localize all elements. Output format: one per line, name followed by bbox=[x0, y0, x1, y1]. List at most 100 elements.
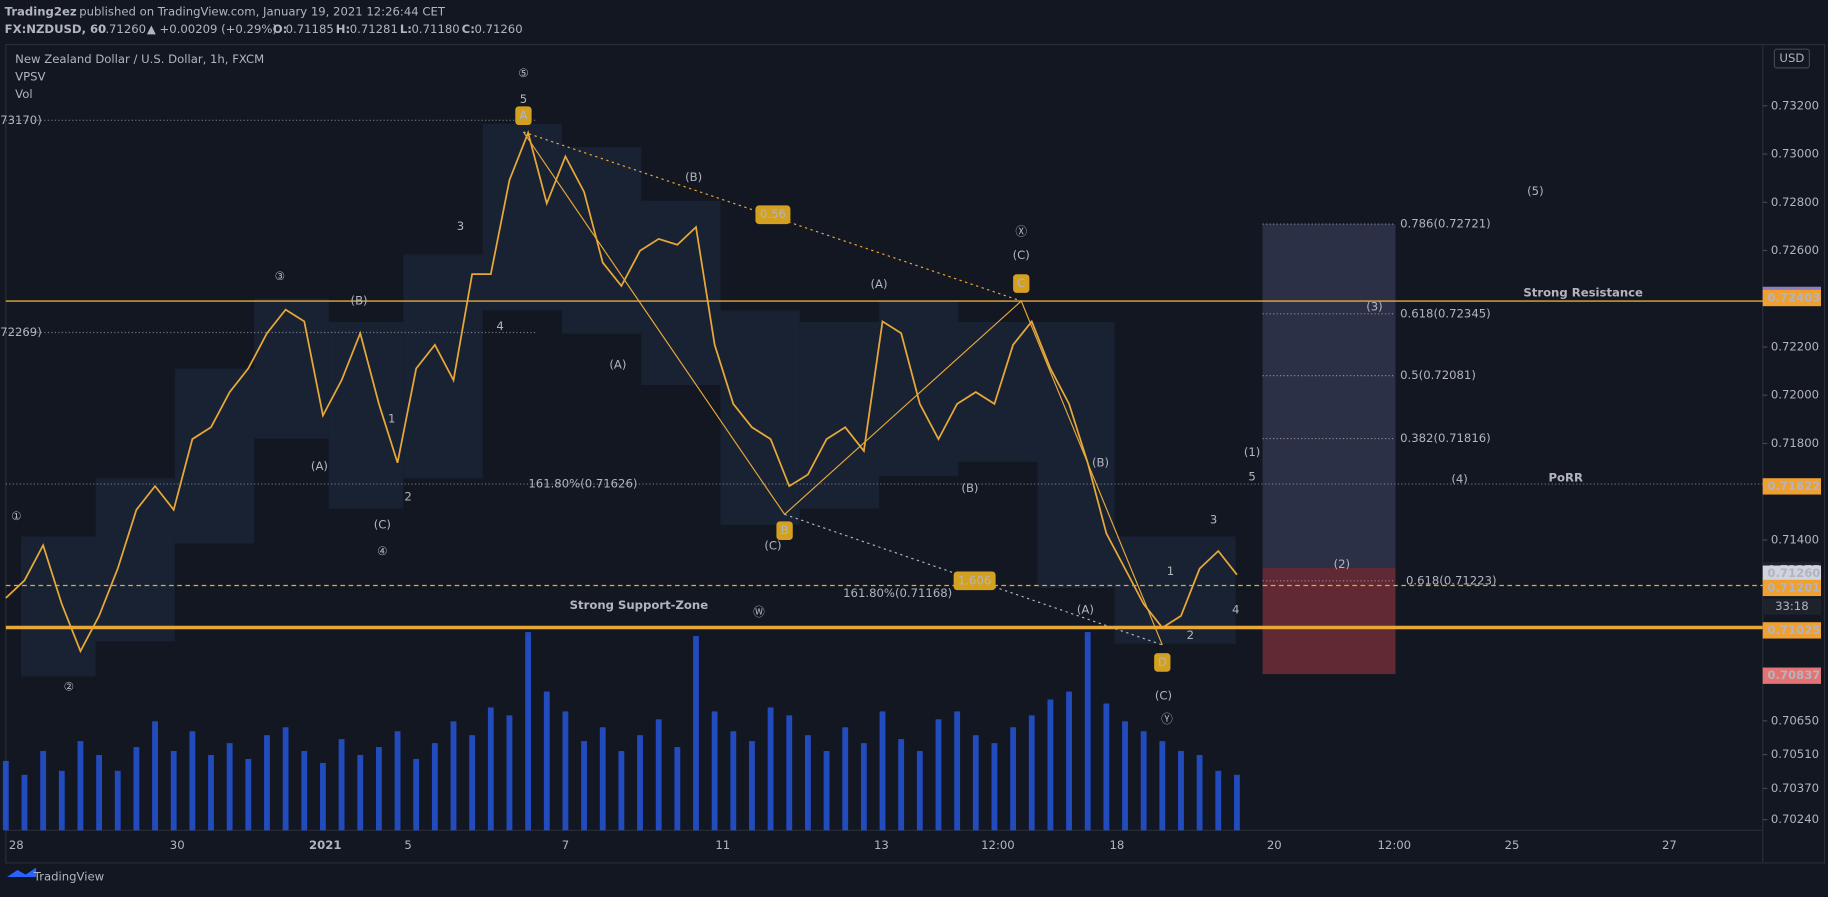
vp-box bbox=[20, 536, 96, 677]
wave-label: 1 bbox=[388, 411, 395, 425]
volume-bar bbox=[898, 739, 905, 831]
wave-label: (B) bbox=[1092, 456, 1109, 470]
last: 0.71260 bbox=[98, 22, 146, 36]
currency-box[interactable] bbox=[1773, 48, 1810, 69]
symbol: FX:NZDUSD, 60 bbox=[5, 22, 107, 36]
volume-bar bbox=[357, 754, 364, 831]
wave-label: (C) bbox=[1155, 689, 1172, 703]
wave-label: (A) bbox=[871, 277, 888, 291]
target-zone bbox=[1262, 224, 1396, 568]
wave-label: (1) bbox=[1244, 445, 1261, 459]
y-tick-label: 0.73200 bbox=[1771, 98, 1819, 112]
wave-zigzag bbox=[522, 131, 1163, 646]
point-box bbox=[953, 571, 996, 591]
volume-bar bbox=[189, 731, 196, 831]
countdown-box bbox=[1762, 598, 1822, 615]
volume-bar bbox=[375, 747, 382, 831]
wave-label: (A) bbox=[311, 459, 328, 473]
fib-label: 0.5(0.72081) bbox=[1400, 368, 1476, 382]
price-layer bbox=[5, 130, 1238, 654]
close: 0.71260 bbox=[474, 22, 522, 36]
wave-label: 4 bbox=[1232, 602, 1239, 616]
vp-box bbox=[720, 310, 800, 525]
point-box bbox=[1154, 653, 1171, 672]
volume-bar bbox=[599, 727, 606, 831]
wave-label: 2 bbox=[404, 489, 411, 503]
volume-bar bbox=[991, 743, 998, 831]
y-tick-label: 0.72600 bbox=[1771, 243, 1819, 257]
wave-label: (C) bbox=[1013, 248, 1030, 262]
x-tick-label: 2021 bbox=[309, 838, 341, 852]
annotations: ⑤ 5 3 4 ③ (B) (A) 1 2 (C) ④ ① ② (B) (A) (C) (A) (B) Ⓧ (C) (B… bbox=[0, 66, 1643, 726]
volume-bar bbox=[282, 727, 289, 831]
volume-bars bbox=[2, 632, 1240, 831]
wave-label: ⑤ bbox=[518, 66, 528, 80]
wave-label: (B) bbox=[961, 481, 978, 495]
volume-bar bbox=[40, 751, 47, 831]
volume-bar bbox=[450, 721, 457, 831]
volume-bar bbox=[804, 735, 811, 831]
volume-bar bbox=[1140, 731, 1147, 831]
price-tag-label: 0.72403 bbox=[1767, 291, 1820, 305]
point-label: B bbox=[781, 523, 789, 537]
wave-label: 73170) bbox=[0, 113, 42, 127]
volume-bar bbox=[58, 770, 65, 831]
volume-bar bbox=[114, 770, 121, 831]
volume-bar bbox=[525, 632, 532, 831]
volume-bar bbox=[77, 741, 84, 831]
wave-label: Ⓧ bbox=[1015, 225, 1027, 239]
x-tick-label: 11 bbox=[715, 838, 730, 852]
point-box bbox=[755, 205, 791, 225]
point-box bbox=[776, 521, 793, 541]
price-tag-label: 0.71201 bbox=[1767, 580, 1820, 594]
x-tick-label: 7 bbox=[562, 838, 569, 852]
volume-bar bbox=[431, 743, 438, 831]
x-tick-label: 27 bbox=[1662, 838, 1677, 852]
x-tick-label: 20 bbox=[1267, 838, 1282, 852]
point-box bbox=[1013, 274, 1030, 293]
vp-box bbox=[254, 298, 329, 439]
y-tick-label: 0.71800 bbox=[1771, 436, 1819, 450]
wave-label: (B) bbox=[351, 294, 368, 308]
y-tick-label: 0.70370 bbox=[1771, 781, 1819, 795]
price-tag-label: 0.70837 bbox=[1767, 668, 1820, 682]
volume-bar bbox=[935, 719, 942, 831]
fib-label: 0.618(0.72345) bbox=[1400, 306, 1491, 320]
logo bbox=[6, 867, 37, 877]
brand: TradingView bbox=[33, 869, 105, 883]
wave-label: (A) bbox=[609, 358, 626, 372]
price-tag bbox=[1762, 565, 1822, 582]
y-tick-label: 0.70650 bbox=[1771, 713, 1819, 727]
volume-bar bbox=[1234, 774, 1240, 831]
wave-label: 161.80%(0.71168) bbox=[843, 586, 952, 600]
y-tick-label: 0.72200 bbox=[1771, 339, 1819, 353]
l-label: L: bbox=[400, 22, 412, 36]
wave-label: (4) bbox=[1451, 472, 1468, 486]
low: 0.71180 bbox=[412, 22, 460, 36]
volume-bar bbox=[1103, 703, 1110, 831]
wave-label: (5) bbox=[1527, 184, 1544, 198]
high: 0.71281 bbox=[350, 22, 398, 36]
currency[interactable]: USD bbox=[1779, 51, 1804, 65]
price-tag bbox=[1762, 478, 1822, 495]
volume-bar bbox=[2, 760, 9, 831]
volume-bar bbox=[1178, 751, 1184, 831]
point-label: D bbox=[1158, 655, 1167, 669]
x-tick-label: 12:00 bbox=[1378, 838, 1412, 852]
volume-bar bbox=[711, 711, 718, 831]
volume-bar bbox=[1215, 770, 1222, 831]
volume-bar bbox=[972, 735, 979, 831]
y-tick-label: 0.71400 bbox=[1771, 532, 1819, 546]
h-label: H: bbox=[336, 22, 350, 36]
volume-bar bbox=[786, 715, 793, 831]
y-tick-label: 0.73000 bbox=[1771, 147, 1819, 161]
volume-bar bbox=[301, 751, 308, 831]
y-tick-label: 0.70510 bbox=[1771, 747, 1819, 761]
y-tick-label: 0.72800 bbox=[1771, 195, 1819, 209]
wave-label: 2 bbox=[1187, 628, 1194, 642]
fib-label: 0.618(0.71223) bbox=[1406, 573, 1497, 587]
volume-bar bbox=[1122, 721, 1128, 831]
y-tick-label: 0.70240 bbox=[1771, 812, 1819, 826]
volume-bar bbox=[655, 719, 662, 831]
